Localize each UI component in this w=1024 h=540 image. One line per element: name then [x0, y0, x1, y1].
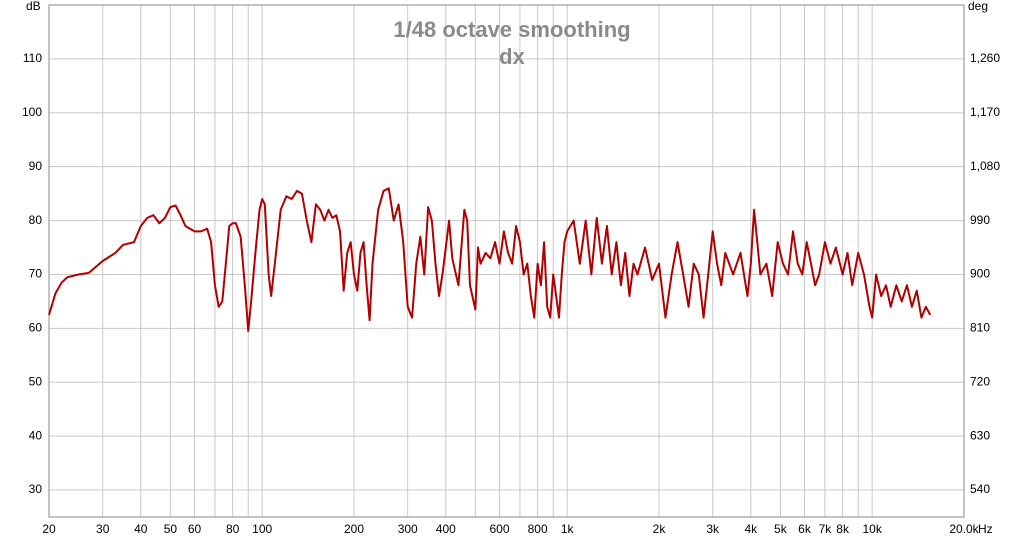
plot-border — [48, 4, 965, 518]
y-tick-label: 30 — [29, 482, 43, 496]
x-tick-label: 2k — [653, 522, 667, 536]
y-tick-label: 100 — [22, 105, 42, 119]
y-tick-label: 110 — [23, 51, 42, 65]
x-tick-label: 800 — [528, 522, 548, 536]
x-tick-label: 60 — [188, 522, 202, 536]
x-tick-label: 4k — [744, 522, 758, 536]
x-tick-label: 5k — [774, 522, 788, 536]
y-tick-label: 80 — [29, 213, 43, 227]
y-tick-label: 90 — [29, 159, 43, 173]
y2-tick-label: 1,080 — [970, 159, 1000, 173]
y2-tick-label: 900 — [970, 267, 990, 281]
y-tick-label: 70 — [29, 267, 43, 281]
y2-tick-label: 720 — [970, 374, 990, 388]
x-tick-label: 100 — [252, 522, 272, 536]
x-tick-label: 20 — [42, 522, 56, 536]
x-tick-label: 40 — [134, 522, 148, 536]
y2-tick-label: 810 — [970, 321, 990, 335]
x-axis-label: Hz — [978, 522, 993, 536]
chart-title: 1/48 octave smoothing — [393, 17, 630, 42]
y2-tick-label: 1,260 — [970, 51, 1000, 65]
x-tick-label: 30 — [96, 522, 110, 536]
x-tick-label: 8k — [836, 522, 850, 536]
x-tick-label: 80 — [226, 522, 240, 536]
x-tick-label: 1k — [561, 522, 575, 536]
y2-tick-label: 630 — [970, 428, 990, 442]
y2-axis-label: deg — [968, 0, 988, 13]
x-tick-label: 10k — [863, 522, 883, 536]
x-tick-label: 3k — [706, 522, 720, 536]
x-tick-label: 20.0k — [949, 522, 979, 536]
x-tick-label: 300 — [398, 522, 418, 536]
x-tick-label: 50 — [164, 522, 178, 536]
y2-tick-label: 540 — [970, 482, 990, 496]
data-line — [48, 187, 932, 333]
y-axis-label: dB — [26, 0, 41, 13]
y-tick-label: 60 — [29, 321, 43, 335]
y-tick-label: 50 — [29, 374, 43, 388]
x-tick-label: 400 — [436, 522, 456, 536]
x-tick-label: 7k — [819, 522, 833, 536]
y-tick-label: 40 — [29, 428, 43, 442]
chart-subtitle: dx — [499, 44, 525, 69]
x-tick-label: 6k — [798, 522, 812, 536]
y2-tick-label: 1,170 — [970, 105, 1000, 119]
x-tick-label: 200 — [344, 522, 364, 536]
y2-tick-label: 990 — [970, 213, 990, 227]
x-tick-label: 600 — [490, 522, 510, 536]
